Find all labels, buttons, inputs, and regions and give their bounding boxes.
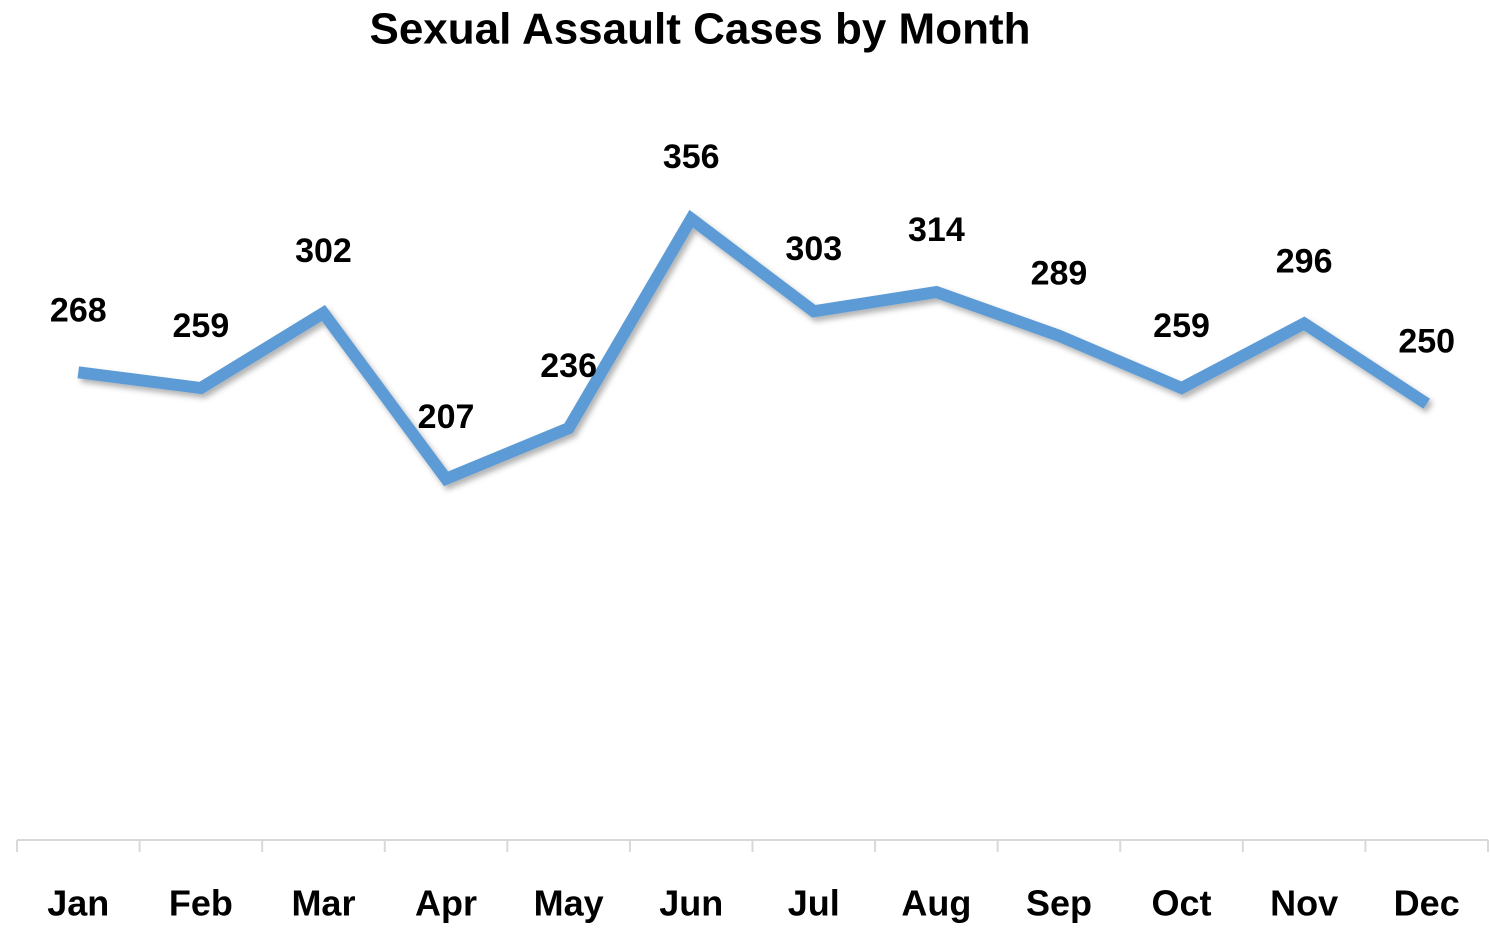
x-tick-label: Apr: [415, 883, 477, 924]
value-label: 356: [663, 138, 720, 176]
x-tick-label: Jul: [788, 883, 840, 924]
value-label: 268: [50, 291, 107, 329]
x-tick-label: Dec: [1394, 883, 1460, 924]
value-label: 259: [173, 307, 230, 345]
value-label: 303: [785, 230, 842, 268]
x-tick-label: Jan: [47, 883, 109, 924]
x-tick-label: Feb: [169, 883, 233, 924]
x-tick-label: Mar: [291, 883, 355, 924]
value-label: 296: [1276, 242, 1333, 280]
x-tick-label: Nov: [1270, 883, 1338, 924]
x-tick-label: Aug: [901, 883, 971, 924]
value-label: 289: [1031, 255, 1088, 293]
value-label: 236: [540, 347, 597, 385]
value-label: 259: [1153, 307, 1210, 345]
line: [77, 209, 1430, 487]
x-tick-label: May: [534, 883, 604, 924]
value-label: 207: [418, 398, 475, 436]
value-label: 314: [908, 211, 965, 249]
chart-title: Sexual Assault Cases by Month: [369, 5, 1030, 54]
x-tick-label: Oct: [1152, 883, 1212, 924]
value-label: 250: [1398, 323, 1455, 361]
value-label: 302: [295, 232, 352, 270]
x-tick-label: Sep: [1026, 883, 1092, 924]
x-tick-label: Jun: [659, 883, 723, 924]
